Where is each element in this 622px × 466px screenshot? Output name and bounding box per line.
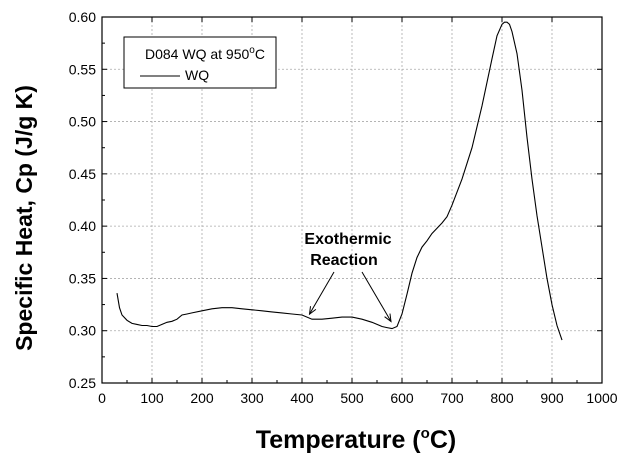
x-tick-label: 400 bbox=[290, 390, 314, 406]
y-tick-label: 0.50 bbox=[69, 114, 96, 130]
legend-box bbox=[123, 36, 277, 89]
x-tick-labels: 0 100 200 300 400 500 600 700 800 900 1000 bbox=[98, 390, 618, 406]
y-tick-label: 0.30 bbox=[69, 323, 96, 339]
x-tick-label: 700 bbox=[440, 390, 464, 406]
x-tick-label: 500 bbox=[340, 390, 364, 406]
annotation-arrowhead bbox=[384, 313, 392, 323]
legend: D084 WQ at 950oC WQ bbox=[123, 36, 277, 89]
x-tick-label: 300 bbox=[240, 390, 264, 406]
y-tick-label: 0.40 bbox=[69, 218, 96, 234]
y-tick-label: 0.45 bbox=[69, 166, 96, 182]
y-tick-labels: 0.25 0.30 0.35 0.40 0.45 0.50 0.55 0.60 bbox=[69, 9, 96, 391]
y-tick-label: 0.35 bbox=[69, 270, 96, 286]
x-tick-label: 100 bbox=[140, 390, 164, 406]
x-tick-label: 900 bbox=[540, 390, 564, 406]
x-tick-label: 1000 bbox=[586, 390, 617, 406]
annotation-arrowhead bbox=[308, 306, 317, 316]
legend-entry-wq: WQ bbox=[185, 67, 209, 83]
annotation-arrows bbox=[308, 271, 392, 323]
y-axis-label: Specific Heat, Cp (J/g K) bbox=[11, 85, 37, 351]
x-tick-label: 200 bbox=[190, 390, 214, 406]
x-tick-label: 600 bbox=[390, 390, 414, 406]
x-axis-label: Temperature (oC) bbox=[256, 425, 456, 454]
annotation-line-1: Exothermic bbox=[304, 231, 391, 248]
y-tick-label: 0.55 bbox=[69, 61, 96, 77]
x-tick-label: 800 bbox=[490, 390, 514, 406]
annotation-arrow bbox=[361, 271, 392, 322]
y-tick-label: 0.60 bbox=[69, 9, 96, 25]
legend-title: D084 WQ at 950oC bbox=[145, 45, 265, 62]
annotation-arrow bbox=[309, 271, 335, 315]
annotation-line-2: Reaction bbox=[310, 252, 378, 269]
series-line-wq bbox=[116, 21, 563, 341]
x-tick-label: 0 bbox=[98, 390, 106, 406]
axis-ticks bbox=[101, 16, 603, 384]
y-tick-label: 0.25 bbox=[69, 375, 96, 391]
exothermic-annotation: Exothermic Reaction bbox=[304, 231, 392, 323]
